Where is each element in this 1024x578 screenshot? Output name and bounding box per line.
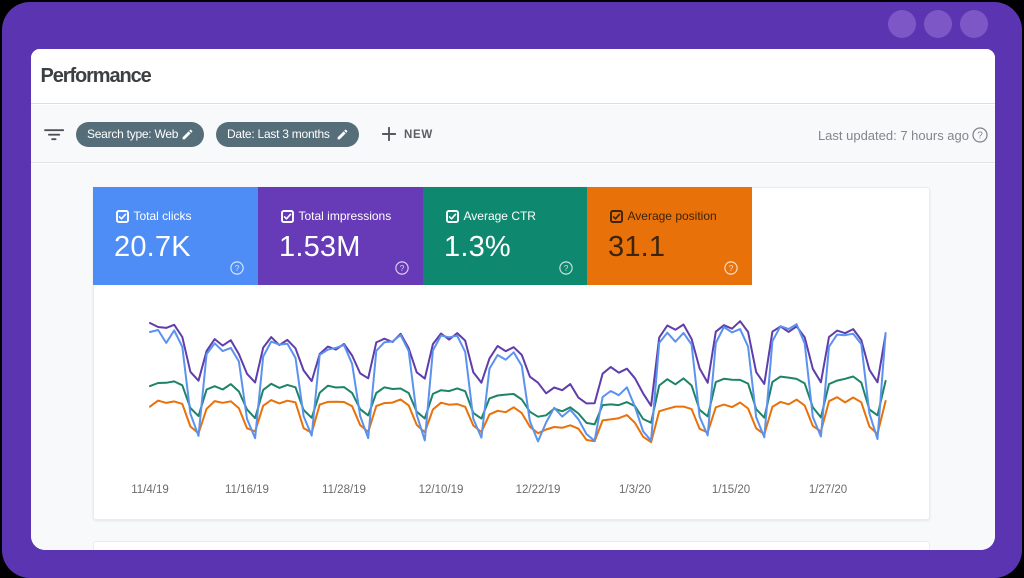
svg-text:?: ? [729, 263, 734, 273]
svg-text:?: ? [235, 263, 240, 273]
svg-text:?: ? [400, 263, 405, 273]
svg-text:?: ? [977, 131, 983, 142]
svg-text:?: ? [564, 263, 569, 273]
